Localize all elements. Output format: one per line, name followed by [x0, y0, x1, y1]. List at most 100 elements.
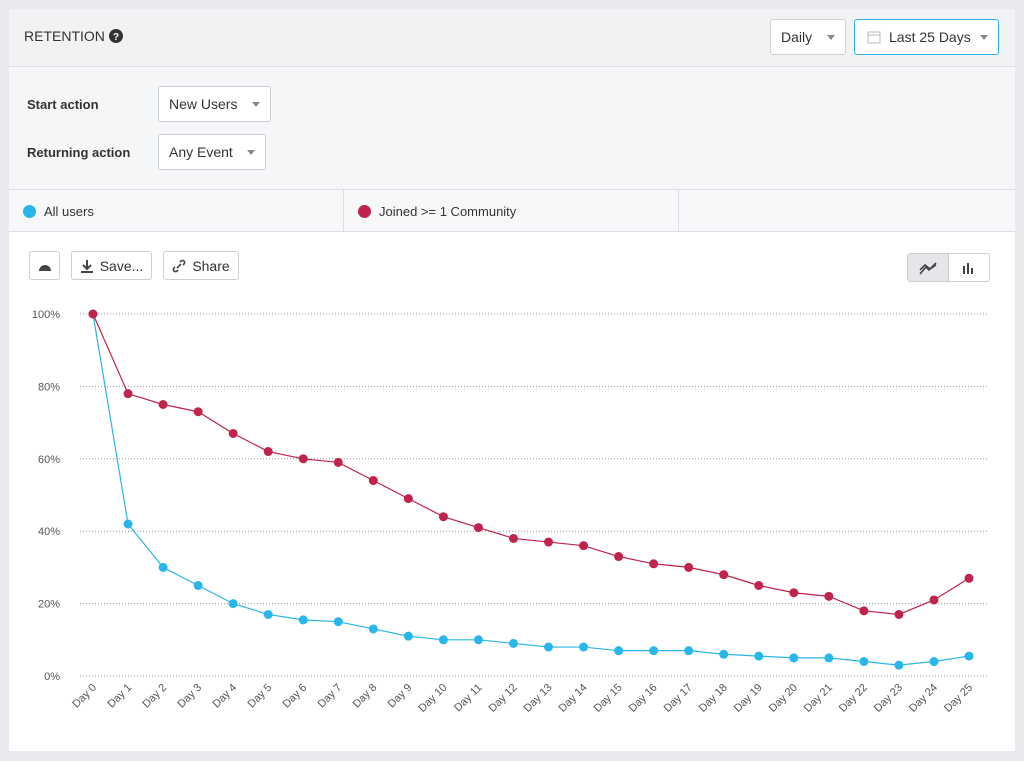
- x-tick-label: Day 3: [175, 682, 204, 711]
- control-value: New Users: [169, 96, 238, 112]
- x-tick-label: Day 7: [316, 682, 345, 711]
- data-point: [614, 552, 624, 562]
- data-point: [579, 642, 589, 652]
- data-point: [193, 581, 203, 590]
- x-tick-label: Day 11: [452, 682, 485, 715]
- data-point: [298, 454, 308, 464]
- x-tick-label: Day 24: [907, 682, 940, 715]
- share-label: Share: [192, 257, 230, 274]
- x-tick-label: Day 18: [697, 682, 730, 715]
- x-tick-label: Day 5: [246, 682, 275, 711]
- data-point: [789, 653, 799, 663]
- y-tick-label: 60%: [38, 454, 60, 466]
- x-tick-label: Day 8: [351, 682, 380, 711]
- data-point: [789, 588, 799, 598]
- data-point: [123, 389, 133, 399]
- data-point: [824, 653, 834, 663]
- share-button[interactable]: Share: [163, 251, 239, 280]
- data-point: [228, 428, 238, 438]
- range-dropdown[interactable]: Last 25 Days: [854, 19, 999, 55]
- data-point: [473, 523, 483, 533]
- series-line: [92, 313, 970, 616]
- interval: Daily: [781, 29, 813, 45]
- title-row: RETENTION ?: [24, 28, 123, 44]
- data-point: [859, 657, 869, 667]
- data-point: [649, 646, 659, 656]
- data-point: [228, 599, 238, 609]
- data-point: [754, 651, 764, 661]
- y-tick-label: 0%: [44, 671, 60, 683]
- data-point: [964, 573, 974, 583]
- data-point: [544, 642, 554, 652]
- legend-item[interactable]: Joined >= 1 Community: [344, 190, 679, 232]
- data-point: [263, 447, 273, 457]
- data-point: [123, 519, 133, 529]
- legend-label: Joined >= 1 Community: [379, 203, 517, 219]
- x-tick-label: Day 22: [837, 682, 870, 715]
- data-point: [579, 541, 589, 551]
- control-dropdown[interactable]: Any Event: [158, 134, 266, 170]
- data-point: [508, 638, 518, 648]
- x-tick-label: Day 16: [627, 682, 660, 715]
- save-button[interactable]: Save...: [71, 251, 152, 280]
- calendar-icon: [867, 31, 881, 44]
- control-label: Returning action: [27, 145, 131, 160]
- data-point: [684, 646, 694, 656]
- data-point: [368, 476, 378, 486]
- legend-label: All users: [44, 203, 94, 219]
- x-tick-label: Day 4: [210, 682, 239, 711]
- y-tick-label: 100%: [32, 309, 60, 321]
- data-point: [403, 631, 413, 641]
- x-tick-label: Day 12: [486, 682, 519, 715]
- data-point: [298, 615, 308, 625]
- data-point: [158, 400, 168, 409]
- data-point: [754, 581, 764, 590]
- y-tick-label: 40%: [38, 526, 60, 538]
- x-tick-label: Day 2: [140, 682, 169, 711]
- title: RETENTION: [24, 28, 105, 44]
- x-tick-label: Day 19: [732, 682, 765, 715]
- data-point: [508, 533, 518, 543]
- data-point: [403, 494, 413, 504]
- x-tick-label: Day 25: [942, 682, 975, 715]
- gauge-icon: [38, 264, 51, 271]
- legend-dot: [358, 204, 371, 218]
- data-point: [859, 606, 869, 616]
- x-tick-label: Day 9: [386, 682, 415, 711]
- data-point: [473, 635, 483, 645]
- chart: 0%20%40%60%80%100%Day 0 Day 1 Day 2 Day 3 Da…: [32, 309, 987, 715]
- control-label: Start action: [27, 97, 99, 112]
- x-tick-label: Day 15: [592, 682, 625, 715]
- data-point: [193, 407, 203, 417]
- x-tick-label: Day 23: [872, 682, 905, 715]
- save-label: Save...: [99, 257, 144, 274]
- header: [9, 9, 1015, 67]
- control-dropdown[interactable]: New Users: [158, 86, 271, 122]
- data-point: [649, 559, 659, 569]
- y-tick-label: 20%: [38, 599, 60, 611]
- legend-item[interactable]: All users: [9, 190, 344, 232]
- interval-dropdown[interactable]: Daily: [770, 19, 846, 55]
- bar-view-button[interactable]: [948, 253, 990, 282]
- data-point: [368, 624, 378, 634]
- x-tick-label: Day 10: [416, 682, 449, 715]
- data-point: [333, 617, 343, 627]
- x-tick-label: Day 0: [70, 682, 99, 711]
- data-point: [614, 646, 624, 656]
- dashboard-button[interactable]: [29, 251, 60, 280]
- data-point: [438, 635, 448, 645]
- x-tick-label: Day 20: [767, 682, 800, 715]
- data-point: [929, 595, 939, 605]
- x-tick-label: Day 14: [557, 682, 590, 715]
- x-tick-label: Day 6: [281, 682, 310, 711]
- data-point: [158, 562, 168, 572]
- line-icon: [919, 261, 937, 275]
- help-icon[interactable]: ?: [108, 29, 123, 43]
- line-view-button[interactable]: [907, 253, 949, 282]
- data-point: [333, 457, 343, 467]
- legend: [9, 190, 1015, 232]
- data-point: [719, 649, 729, 659]
- data-point: [438, 512, 448, 522]
- x-tick-label: Day 17: [662, 682, 695, 715]
